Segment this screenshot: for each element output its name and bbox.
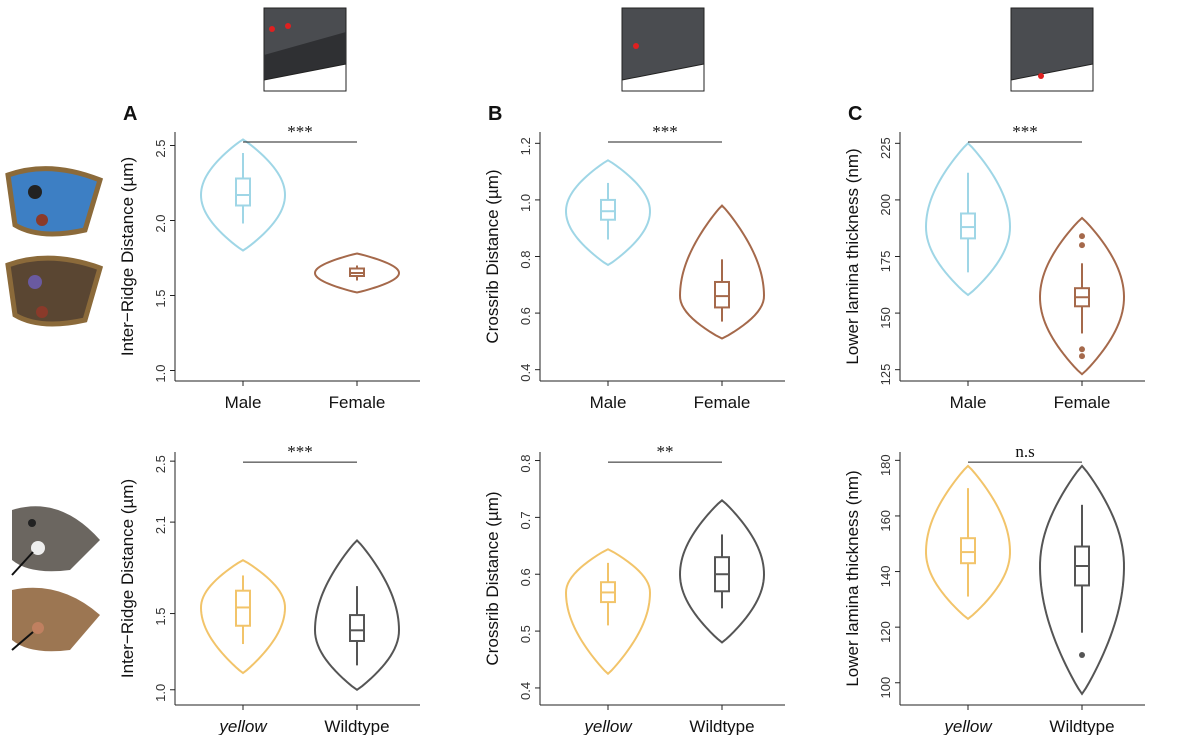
y-tick-label: 175 [878,251,893,273]
y-axis-label: Lower lamina thickness (nm) [843,470,862,686]
y-tick-label: 1.0 [153,365,168,383]
y-tick-label: 125 [878,364,893,386]
x-tick-label: Male [590,393,627,412]
x-tick-label: Female [694,393,751,412]
x-tick-label: Female [329,393,386,412]
y-tick-label: 120 [878,621,893,643]
panel-label: C [848,103,862,125]
y-tick-label: 180 [878,454,893,476]
y-tick-label: 2.5 [153,455,168,473]
y-tick-label: 1.0 [153,684,168,702]
y-tick-label: 0.7 [518,511,533,529]
x-tick-label: Male [950,393,987,412]
y-tick-label: 1.5 [153,608,168,626]
violin-panel: Inter−Ridge Distance (µm) 1.0 1.5 2.1 2.5 yel… [118,442,420,736]
violin [1039,216,1125,376]
y-tick-label: 160 [878,510,893,532]
y-axis-label: Inter−Ridge Distance (µm) [118,479,137,678]
significance-label: ** [657,442,674,461]
outlier [1079,242,1085,249]
y-tick-label: 1.2 [518,137,533,155]
y-tick-label: 0.8 [518,251,533,269]
y-tick-label: 0.4 [518,364,533,382]
y-axis-label: Crossrib Distance (µm) [483,491,502,665]
y-tick-label: 2.1 [153,516,168,534]
x-tick-label: Female [1054,393,1111,412]
x-tick-label: yellow [943,717,993,735]
violin [199,138,287,252]
violin [679,499,765,644]
box [235,177,251,207]
x-tick-label: Wildtype [324,717,389,735]
panel-label: B [488,103,502,125]
x-tick-label: Wildtype [1049,717,1114,735]
significance-label: n.s [1015,442,1034,461]
box [349,614,365,642]
violin-panel: B Crossrib Distance (µm) 0.4 0.6 0.8 1.0 1.2 Ma… [483,103,785,412]
significance-label: *** [652,122,678,141]
y-tick-label: 200 [878,194,893,216]
y-tick-label: 150 [878,307,893,329]
y-tick-label: 225 [878,137,893,159]
y-tick-label: 1.0 [518,194,533,212]
outlier [1079,233,1085,240]
violin [679,204,765,340]
violin-panel: A Inter−Ridge Distance (µm) 1.0 1.5 2.0 2.5 Ma… [118,103,420,412]
violin-panel: Lower lamina thickness (nm) 100 120 140 160 1… [843,442,1145,736]
y-tick-label: 0.4 [518,682,533,700]
significance-label: *** [1012,122,1038,141]
violin [565,159,651,267]
sem-insets [263,7,1094,92]
violin [314,538,400,691]
box [600,198,616,221]
y-tick-label: 1.5 [153,290,168,308]
violin-panel: C Lower lamina thickness (nm) 125 150 175 200… [843,103,1145,412]
significance-label: *** [287,122,313,141]
violin [1039,464,1125,696]
panel-label: A [123,103,137,125]
y-tick-label: 0.6 [518,568,533,586]
y-axis-label: Lower lamina thickness (nm) [843,148,862,364]
x-tick-label: yellow [583,717,633,735]
x-tick-label: Male [225,393,262,412]
outlier [1079,353,1085,360]
y-tick-label: 140 [878,566,893,588]
y-tick-label: 0.6 [518,307,533,325]
box [960,212,976,240]
y-tick-label: 0.8 [518,455,533,473]
violin-panel: Crossrib Distance (µm) 0.4 0.5 0.6 0.7 0.8 yel… [483,442,785,736]
y-axis-label: Crossrib Distance (µm) [483,169,502,343]
box [714,280,730,309]
violin [925,141,1012,297]
significance-label: *** [287,442,313,461]
box [960,537,976,565]
x-tick-label: yellow [218,717,268,735]
violin [313,252,401,294]
y-tick-label: 0.5 [518,625,533,643]
y-tick-label: 2.0 [153,215,168,233]
violin [565,548,651,676]
butterfly-images [5,166,104,652]
outlier [1079,346,1085,353]
y-tick-label: 2.5 [153,140,168,158]
outlier [1079,651,1085,658]
violin [200,559,286,675]
x-tick-label: Wildtype [689,717,754,735]
y-tick-label: 100 [878,677,893,699]
violin [925,464,1011,621]
y-axis-label: Inter−Ridge Distance (µm) [118,157,137,356]
